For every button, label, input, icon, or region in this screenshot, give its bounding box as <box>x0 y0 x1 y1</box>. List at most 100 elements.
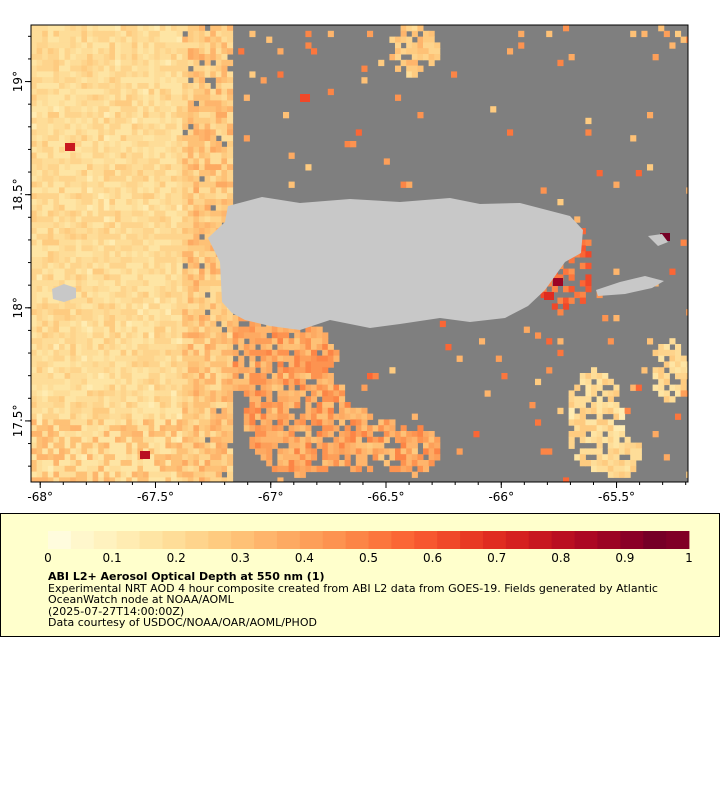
aod-cell <box>210 448 217 455</box>
aod-cell <box>619 471 626 478</box>
aod-cell <box>669 384 676 391</box>
aod-cell <box>355 419 362 426</box>
aod-cell <box>355 129 362 136</box>
aod-cell <box>227 48 234 55</box>
aod-cell <box>137 465 144 473</box>
aod-cell <box>176 65 183 72</box>
aod-cell <box>81 204 88 212</box>
aod-cell <box>243 373 250 380</box>
aod-cell <box>131 42 138 49</box>
aod-cell <box>669 42 676 49</box>
aod-cell <box>613 384 620 391</box>
aod-cell <box>232 367 239 374</box>
aod-cell <box>305 396 312 403</box>
aod-cell <box>70 297 77 304</box>
aod-cell <box>579 425 586 432</box>
aod-cell <box>126 419 133 426</box>
aod-cell <box>187 251 194 258</box>
aod-cell <box>81 251 88 258</box>
aod-cell <box>305 448 312 455</box>
aod-cell <box>283 349 290 357</box>
aod-cell <box>148 384 155 391</box>
aod-cell <box>154 123 161 130</box>
aod-cell <box>36 280 43 287</box>
aod-cell <box>215 181 222 188</box>
aod-cell <box>187 228 194 235</box>
aod-cell <box>165 25 172 32</box>
aod-cell <box>585 251 592 258</box>
aod-cell <box>154 129 161 136</box>
aod-cell <box>568 390 575 397</box>
aod-cell <box>154 164 161 171</box>
aod-cell <box>227 326 234 333</box>
aod-cell <box>199 378 206 386</box>
aod-cell <box>53 94 60 101</box>
aod-cell <box>619 465 626 473</box>
aod-cell <box>109 199 116 206</box>
aod-cell <box>182 320 189 328</box>
aod-cell <box>204 477 211 482</box>
aod-cell <box>187 349 194 357</box>
aod-cell <box>154 204 161 212</box>
aod-cell <box>31 338 38 345</box>
aod-cell <box>221 170 228 177</box>
aod-cell <box>260 355 267 362</box>
aod-cell <box>277 48 284 55</box>
aod-cell <box>42 129 49 136</box>
aod-cell <box>585 280 592 287</box>
aod-cell <box>131 30 138 38</box>
aod-cell <box>159 251 166 258</box>
aod-cell <box>182 239 189 246</box>
aod-cell <box>115 77 122 84</box>
aod-cell <box>75 396 82 403</box>
aod-cell <box>327 378 334 386</box>
aod-cell <box>372 448 379 455</box>
aod-cell <box>36 65 43 72</box>
aod-cell <box>148 373 155 380</box>
aod-cell <box>92 349 99 357</box>
aod-cell <box>215 425 222 432</box>
aod-cell <box>98 286 105 293</box>
aod-cell <box>148 338 155 345</box>
colorbar-tick-label: 0.5 <box>359 551 378 565</box>
aod-cell <box>434 448 441 455</box>
aod-cell <box>103 396 110 403</box>
aod-cell <box>271 431 278 438</box>
aod-cell <box>64 129 71 136</box>
aod-cell <box>31 413 38 420</box>
aod-cell <box>137 187 144 194</box>
aod-cell <box>199 204 206 212</box>
aod-cell <box>266 361 273 368</box>
aod-cell <box>120 297 127 304</box>
aod-cell <box>215 175 222 183</box>
aod-cell <box>126 228 133 235</box>
aod-cell <box>288 448 295 455</box>
aod-cell <box>75 460 82 467</box>
aod-cell <box>204 164 211 171</box>
aod-cell <box>238 361 245 368</box>
aod-cell <box>215 257 222 264</box>
aod-cell <box>187 402 194 409</box>
aod-cell <box>31 216 38 223</box>
aod-cell <box>137 117 144 125</box>
aod-cell <box>316 390 323 397</box>
aod-cell <box>210 25 217 32</box>
aod-cell <box>92 204 99 212</box>
aod-cell <box>120 48 127 55</box>
aod-cell <box>148 431 155 438</box>
aod-cell <box>171 454 178 461</box>
aod-cell <box>47 257 54 264</box>
colorbar-swatch <box>231 531 255 549</box>
aod-cell <box>299 349 306 357</box>
aod-cell <box>249 436 256 444</box>
aod-cell <box>103 367 110 374</box>
aod-cell <box>103 448 110 455</box>
aod-cell <box>277 425 284 432</box>
aod-cell <box>299 332 306 339</box>
aod-cell <box>98 222 105 229</box>
aod-cell <box>31 268 38 275</box>
aod-cell <box>299 436 306 444</box>
aod-cell <box>165 286 172 293</box>
aod-cell <box>70 448 77 455</box>
aod-cell <box>36 25 43 32</box>
